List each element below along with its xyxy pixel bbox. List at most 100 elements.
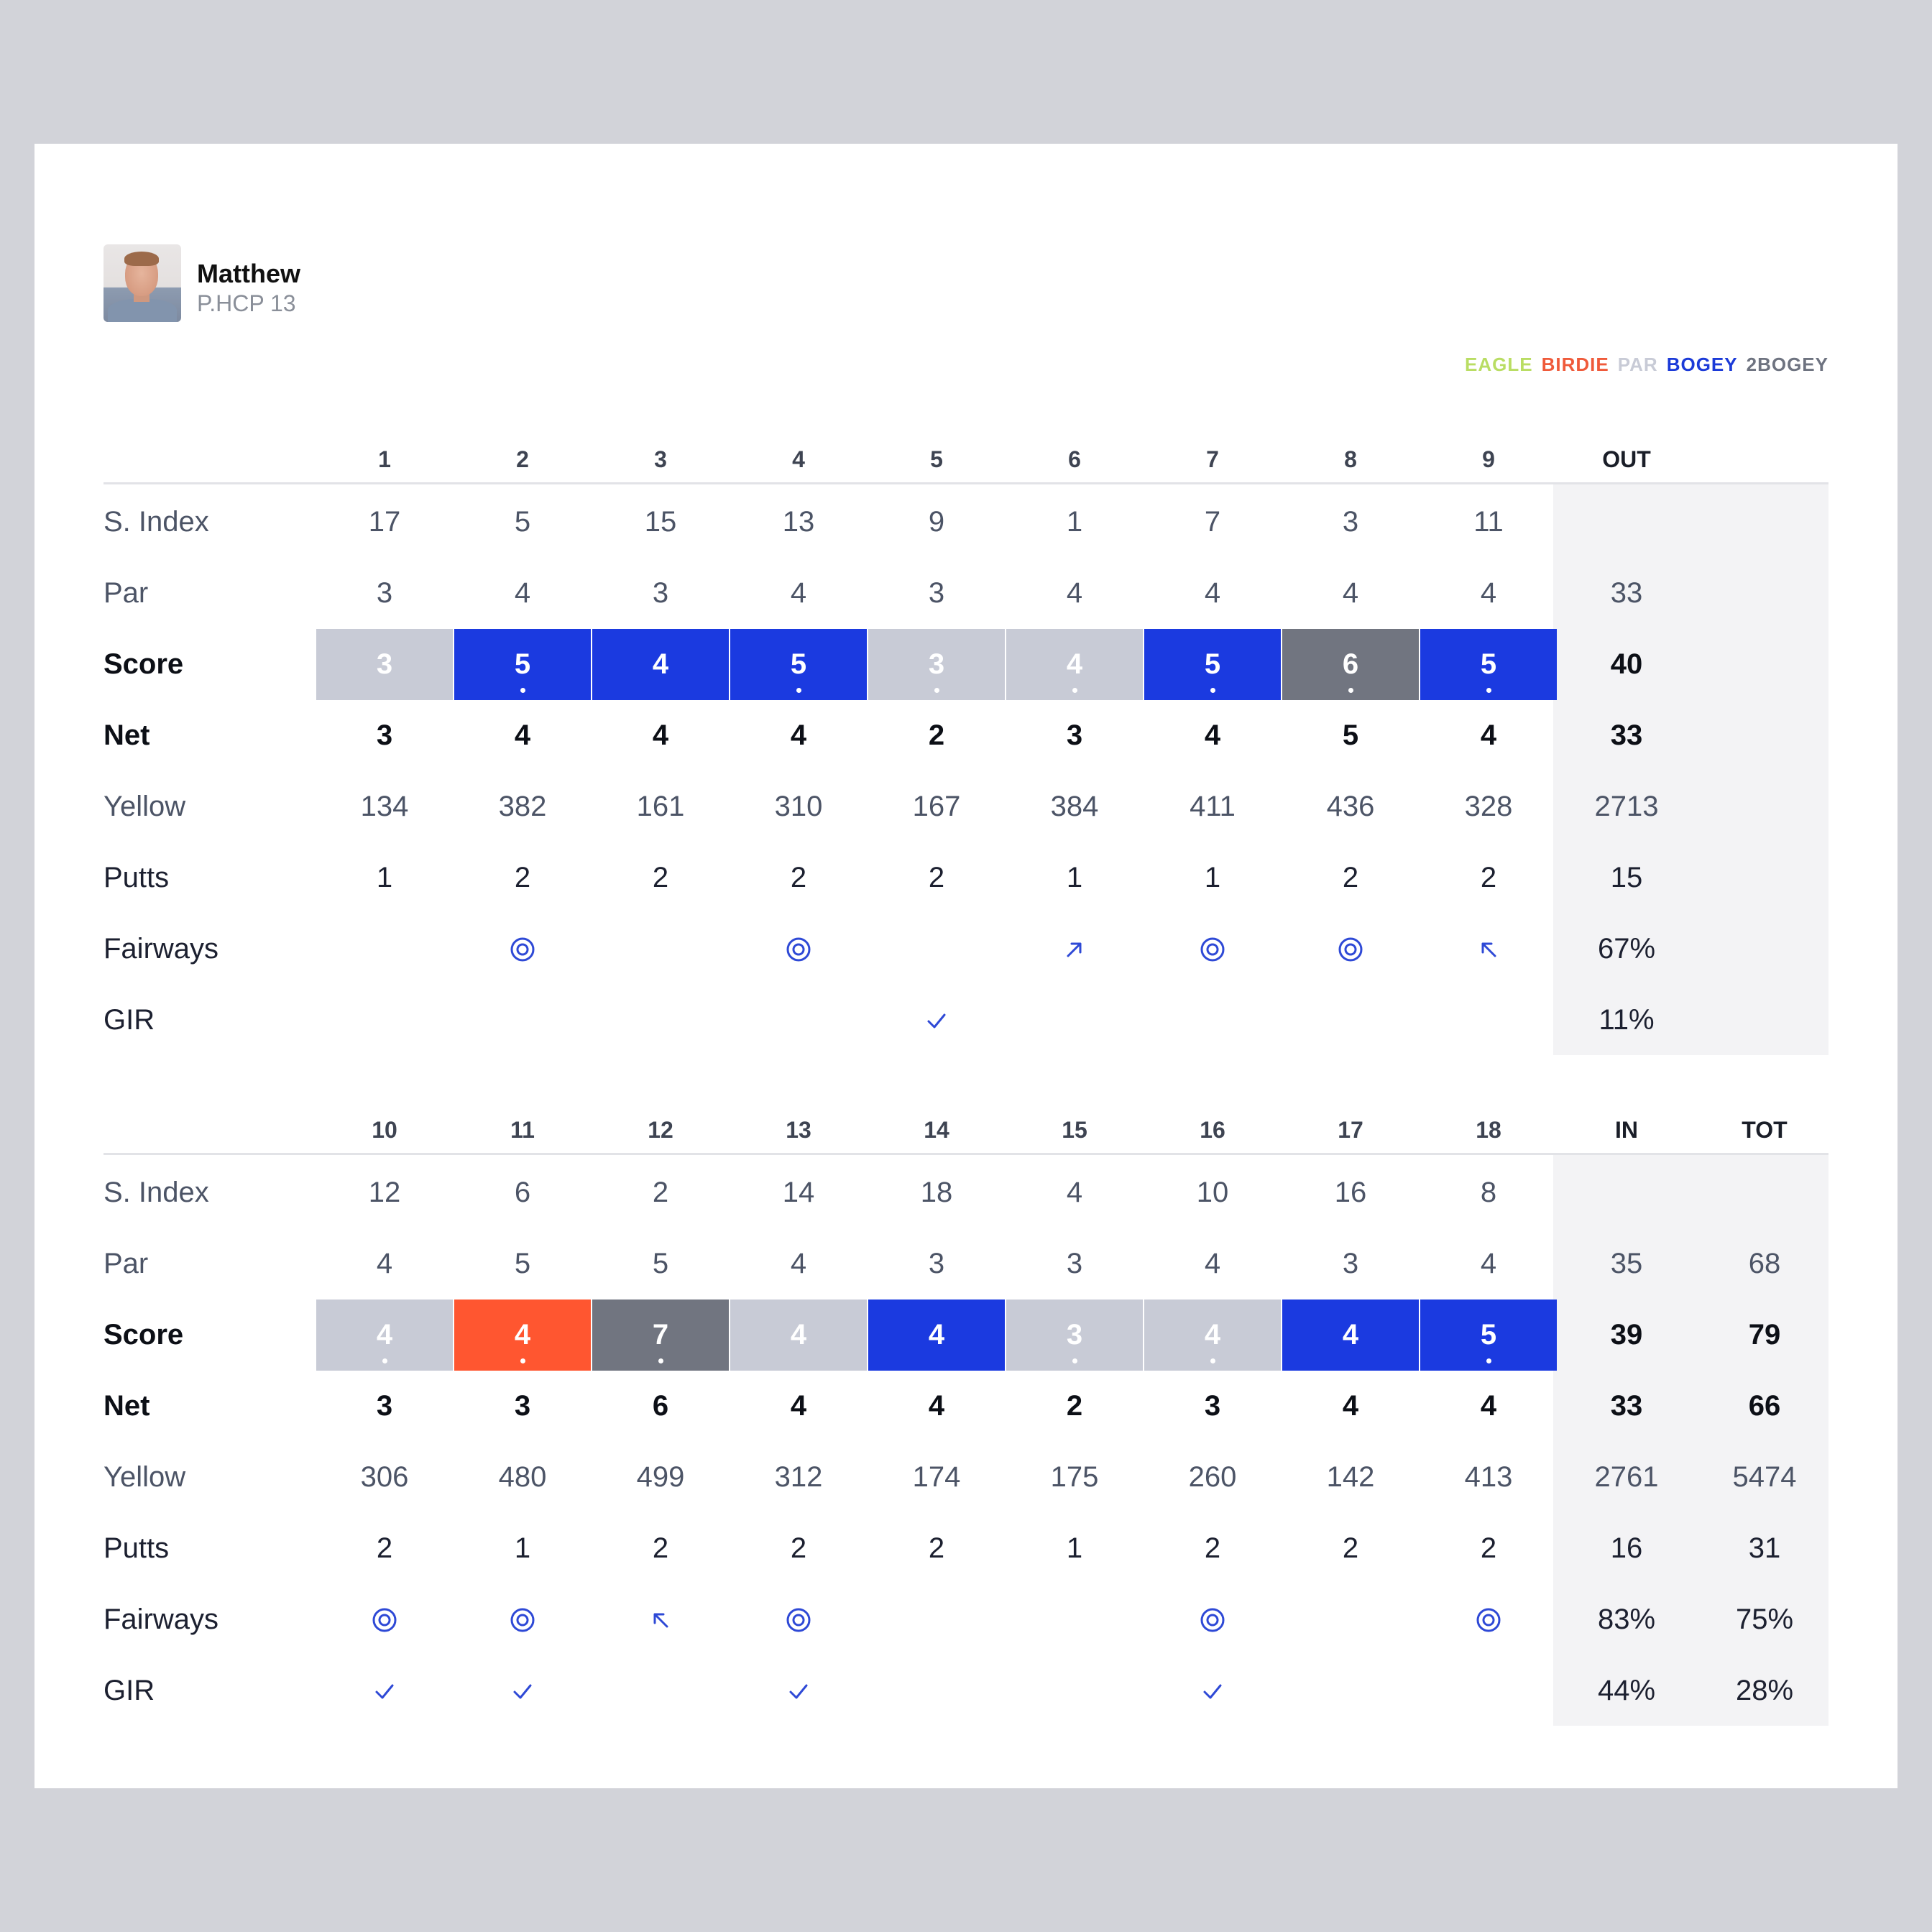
hit-target-icon — [1200, 1608, 1225, 1632]
score-dot-icon — [1348, 688, 1353, 693]
net-cell: 3 — [376, 719, 393, 751]
yellow-cell: 328 — [1464, 791, 1513, 822]
par-cell: 4 — [376, 1248, 393, 1279]
gir-cell — [1420, 1655, 1558, 1726]
par-cell: 4 — [790, 1248, 807, 1279]
score-cell[interactable]: 3 — [1006, 1300, 1143, 1371]
score-cell[interactable]: 7 — [592, 1300, 729, 1371]
hole-number: 7 — [1206, 446, 1219, 472]
yellow-cell: 306 — [360, 1461, 409, 1493]
miss-left-arrow-icon — [653, 1613, 668, 1627]
total-par: 68 — [1748, 1248, 1781, 1279]
score-cell[interactable]: 5 — [1420, 629, 1557, 700]
total-putts: 16 — [1610, 1532, 1643, 1564]
score-cell[interactable]: 4 — [1006, 629, 1143, 700]
net-cell: 4 — [514, 719, 531, 751]
fairway-cell — [1420, 914, 1558, 985]
net-cell: 3 — [514, 1390, 531, 1422]
legend-par: PAR — [1617, 354, 1658, 375]
net-cell: 3 — [1204, 1390, 1221, 1422]
putts-cell: 1 — [1066, 1532, 1083, 1564]
miss-left-arrow-icon — [1481, 942, 1496, 957]
yellow-cell: 310 — [774, 791, 823, 822]
score-value: 4 — [652, 648, 669, 680]
net-cell: 6 — [652, 1390, 669, 1422]
stroke-index-cell: 2 — [652, 1177, 669, 1208]
putts-cell: 1 — [376, 862, 393, 893]
hole-number: 12 — [648, 1116, 673, 1143]
score-cell[interactable]: 4 — [592, 629, 729, 700]
score-value: 7 — [652, 1319, 669, 1351]
row-label-stroke-index: S. Index — [104, 506, 209, 538]
gir-cell — [316, 1655, 454, 1726]
total-stroke-index — [1558, 1157, 1696, 1228]
front-nine-table: 1 2 3 4 5 6 7 8 9 OUT S. Index 17 5 15 13 9 1 7 3 11 Par 3 4 3 4… — [104, 436, 1828, 1055]
row-label-score: Score — [104, 1319, 184, 1351]
total-header: OUT — [1602, 446, 1651, 472]
stroke-index-cell: 12 — [368, 1177, 401, 1208]
player-handicap: P.HCP 13 — [197, 290, 296, 316]
legend-birdie: BIRDIE — [1541, 354, 1609, 375]
gir-cell — [592, 1655, 730, 1726]
stroke-index-cell: 10 — [1196, 1177, 1229, 1208]
score-cell[interactable]: 3 — [316, 629, 453, 700]
net-cell: 3 — [1066, 719, 1083, 751]
gir-cell — [1420, 985, 1558, 1056]
score-cell[interactable]: 5 — [1144, 629, 1281, 700]
gir-cell — [592, 985, 730, 1056]
score-dot-icon — [1210, 688, 1215, 693]
putts-cell: 2 — [1480, 1532, 1497, 1564]
score-cell[interactable]: 5 — [1420, 1300, 1557, 1371]
score-cell[interactable]: 6 — [1282, 629, 1419, 700]
fairway-cell — [1282, 1584, 1420, 1655]
header-divider — [104, 482, 1828, 484]
score-cell[interactable]: 5 — [730, 629, 867, 700]
hit-target-icon — [786, 1608, 811, 1632]
gir-cell — [1144, 1655, 1282, 1726]
score-cell[interactable]: 4 — [1282, 1300, 1419, 1371]
hit-target-icon — [372, 1608, 397, 1632]
gir-cell — [868, 985, 1006, 1056]
total-net: 66 — [1748, 1390, 1781, 1422]
total-stroke-index — [1558, 487, 1696, 558]
score-legend: EAGLE BIRDIE PAR BOGEY 2BOGEY — [1465, 354, 1828, 376]
score-cell[interactable]: 3 — [868, 629, 1005, 700]
hole-number: 11 — [510, 1116, 535, 1143]
score-cell[interactable]: 4 — [868, 1300, 1005, 1371]
score-value: 4 — [1342, 1319, 1359, 1351]
putts-cell: 1 — [1204, 862, 1221, 893]
check-icon — [513, 1684, 532, 1698]
score-cell[interactable]: 4 — [1144, 1300, 1281, 1371]
player-name: Matthew — [197, 259, 300, 288]
row-label-gir: GIR — [104, 1004, 155, 1036]
score-dot-icon — [1072, 1358, 1077, 1363]
legend-double-bogey: 2BOGEY — [1746, 354, 1828, 375]
putts-cell: 2 — [790, 1532, 807, 1564]
row-label-yellow: Yellow — [104, 791, 186, 822]
score-value: 6 — [1342, 648, 1359, 680]
score-cell[interactable]: 5 — [454, 629, 591, 700]
total-fairways: 67% — [1597, 933, 1656, 965]
fairway-cell — [868, 1584, 1006, 1655]
putts-cell: 2 — [1204, 1532, 1221, 1564]
score-cell[interactable]: 4 — [316, 1300, 453, 1371]
fairway-cell — [1282, 914, 1420, 985]
avatar[interactable] — [104, 244, 181, 322]
stroke-index-cell: 8 — [1480, 1177, 1497, 1208]
score-cell[interactable]: 4 — [454, 1300, 591, 1371]
par-cell: 4 — [514, 577, 531, 609]
row-label-fairways: Fairways — [104, 1604, 219, 1635]
row-label-gir: GIR — [104, 1675, 155, 1706]
hole-number: 9 — [1482, 446, 1495, 472]
par-cell: 3 — [1066, 1248, 1083, 1279]
score-dot-icon — [796, 688, 801, 693]
score-cell[interactable]: 4 — [730, 1300, 867, 1371]
total-header: TOT — [1742, 1116, 1788, 1143]
hole-number: 18 — [1476, 1116, 1501, 1143]
hole-number: 17 — [1338, 1116, 1363, 1143]
putts-cell: 2 — [928, 1532, 945, 1564]
total-fairways: 83% — [1597, 1604, 1656, 1635]
total-header: IN — [1615, 1116, 1638, 1143]
row-label-fairways: Fairways — [104, 933, 219, 965]
total-gir: 11% — [1598, 1004, 1655, 1036]
